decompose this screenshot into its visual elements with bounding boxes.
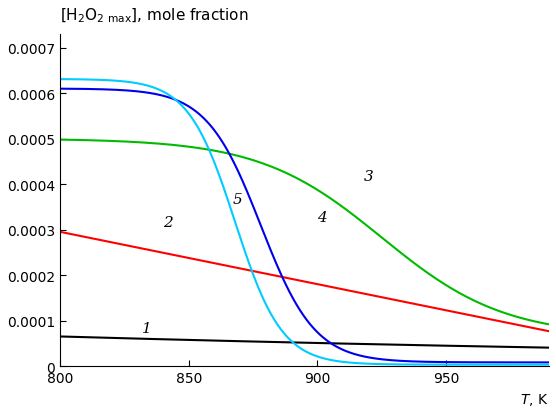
Text: 2: 2 [163,216,173,229]
Text: 3: 3 [364,170,374,184]
Text: 4: 4 [317,211,327,225]
Text: $[\mathrm{H_2O_{2\ max}}]$, mole fraction: $[\mathrm{H_2O_{2\ max}}]$, mole fractio… [60,7,249,25]
Text: $T$, K: $T$, K [520,391,549,407]
Text: 5: 5 [232,193,242,206]
Text: 1: 1 [142,321,152,335]
